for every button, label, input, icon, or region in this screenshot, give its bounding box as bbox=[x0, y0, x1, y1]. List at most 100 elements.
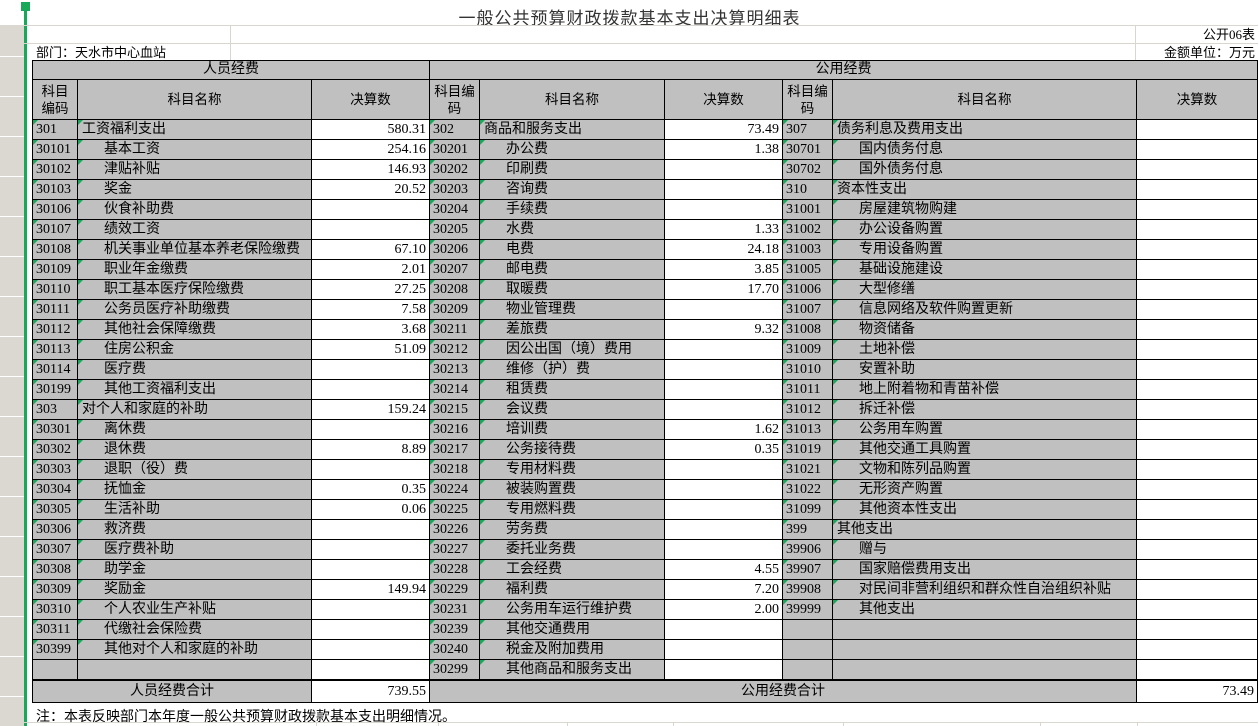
amount-cell[interactable]: 149.94 bbox=[312, 580, 430, 599]
subject-name-cell[interactable]: 维修（护）费 bbox=[480, 360, 665, 379]
subject-code-cell[interactable]: 30208 bbox=[430, 280, 480, 299]
subject-code-cell[interactable]: 30110 bbox=[33, 280, 78, 299]
subject-code-cell[interactable]: 31012 bbox=[783, 400, 833, 419]
amount-cell[interactable] bbox=[312, 540, 430, 559]
subject-name-cell[interactable]: 伙食补助费 bbox=[78, 200, 312, 219]
amount-cell[interactable] bbox=[1137, 180, 1257, 199]
amount-cell[interactable] bbox=[1137, 140, 1257, 159]
amount-cell[interactable] bbox=[312, 220, 430, 239]
subject-code-cell[interactable]: 31008 bbox=[783, 320, 833, 339]
subject-name-cell[interactable]: 专用燃料费 bbox=[480, 500, 665, 519]
amount-cell[interactable]: 146.93 bbox=[312, 160, 430, 179]
amount-cell[interactable] bbox=[1137, 540, 1257, 559]
subject-name-cell[interactable]: 奖励金 bbox=[78, 580, 312, 599]
subject-code-cell[interactable]: 30302 bbox=[33, 440, 78, 459]
subject-name-cell[interactable]: 其他社会保障缴费 bbox=[78, 320, 312, 339]
subject-code-cell[interactable]: 30114 bbox=[33, 360, 78, 379]
subject-code-cell[interactable]: 30231 bbox=[430, 600, 480, 619]
subject-name-cell[interactable]: 委托业务费 bbox=[480, 540, 665, 559]
amount-cell[interactable] bbox=[1137, 160, 1257, 179]
amount-cell[interactable] bbox=[665, 520, 783, 539]
subject-name-cell[interactable]: 工资福利支出 bbox=[78, 120, 312, 139]
amount-cell[interactable]: 27.25 bbox=[312, 280, 430, 299]
subject-code-cell[interactable]: 30108 bbox=[33, 240, 78, 259]
amount-cell[interactable] bbox=[1137, 120, 1257, 139]
subject-code-cell[interactable]: 31007 bbox=[783, 300, 833, 319]
subject-name-cell[interactable]: 文物和陈列品购置 bbox=[833, 460, 1137, 479]
subject-name-cell[interactable]: 基本工资 bbox=[78, 140, 312, 159]
subject-name-cell[interactable]: 公务用车运行维护费 bbox=[480, 600, 665, 619]
subject-name-cell[interactable]: 其他对个人和家庭的补助 bbox=[78, 640, 312, 659]
col-header-subject-code[interactable]: 科目编码 bbox=[430, 80, 480, 119]
subject-code-cell[interactable]: 31001 bbox=[783, 200, 833, 219]
amount-cell[interactable] bbox=[1137, 440, 1257, 459]
subject-name-cell[interactable]: 土地补偿 bbox=[833, 340, 1137, 359]
amount-cell[interactable] bbox=[665, 640, 783, 659]
subject-code-cell[interactable]: 30214 bbox=[430, 380, 480, 399]
col-header-amount[interactable]: 决算数 bbox=[665, 80, 783, 119]
subject-code-cell[interactable]: 30218 bbox=[430, 460, 480, 479]
subject-name-cell[interactable]: 公务接待费 bbox=[480, 440, 665, 459]
subject-name-cell[interactable]: 公务用车购置 bbox=[833, 420, 1137, 439]
subject-code-cell[interactable]: 30301 bbox=[33, 420, 78, 439]
subject-name-cell[interactable]: 资本性支出 bbox=[833, 180, 1137, 199]
subject-name-cell[interactable]: 印刷费 bbox=[480, 160, 665, 179]
subject-name-cell[interactable]: 信息网络及软件购置更新 bbox=[833, 300, 1137, 319]
subject-name-cell[interactable]: 福利费 bbox=[480, 580, 665, 599]
amount-cell[interactable] bbox=[1137, 580, 1257, 599]
subject-code-cell[interactable]: 302 bbox=[430, 120, 480, 139]
subject-code-cell[interactable] bbox=[783, 660, 833, 679]
subject-code-cell[interactable]: 30310 bbox=[33, 600, 78, 619]
subject-code-cell[interactable]: 30311 bbox=[33, 620, 78, 639]
subject-code-cell[interactable]: 30207 bbox=[430, 260, 480, 279]
subject-name-cell[interactable]: 个人农业生产补贴 bbox=[78, 600, 312, 619]
amount-cell[interactable]: 7.20 bbox=[665, 580, 783, 599]
amount-cell[interactable] bbox=[312, 200, 430, 219]
subject-code-cell[interactable]: 30101 bbox=[33, 140, 78, 159]
subject-name-cell[interactable]: 职业年金缴费 bbox=[78, 260, 312, 279]
subject-name-cell[interactable]: 商品和服务支出 bbox=[480, 120, 665, 139]
subject-name-cell[interactable]: 退休费 bbox=[78, 440, 312, 459]
amount-cell[interactable] bbox=[312, 380, 430, 399]
subject-code-cell[interactable]: 31013 bbox=[783, 420, 833, 439]
amount-cell[interactable] bbox=[665, 460, 783, 479]
subject-code-cell[interactable]: 30102 bbox=[33, 160, 78, 179]
amount-cell[interactable] bbox=[665, 380, 783, 399]
amount-cell[interactable] bbox=[665, 480, 783, 499]
subject-name-cell[interactable]: 房屋建筑物购建 bbox=[833, 200, 1137, 219]
amount-cell[interactable] bbox=[1137, 300, 1257, 319]
subject-name-cell[interactable]: 其他资本性支出 bbox=[833, 500, 1137, 519]
subject-code-cell[interactable]: 31003 bbox=[783, 240, 833, 259]
amount-cell[interactable] bbox=[665, 660, 783, 679]
subject-code-cell[interactable]: 30228 bbox=[430, 560, 480, 579]
subject-name-cell[interactable]: 机关事业单位基本养老保险缴费 bbox=[78, 240, 312, 259]
amount-cell[interactable] bbox=[665, 200, 783, 219]
subject-name-cell[interactable]: 邮电费 bbox=[480, 260, 665, 279]
col-header-amount[interactable]: 决算数 bbox=[312, 80, 430, 119]
subject-code-cell[interactable]: 31006 bbox=[783, 280, 833, 299]
subject-name-cell[interactable]: 咨询费 bbox=[480, 180, 665, 199]
subject-name-cell[interactable]: 国家赔偿费用支出 bbox=[833, 560, 1137, 579]
amount-cell[interactable]: 0.06 bbox=[312, 500, 430, 519]
amount-cell[interactable] bbox=[665, 360, 783, 379]
subject-name-cell[interactable]: 离休费 bbox=[78, 420, 312, 439]
amount-cell[interactable] bbox=[665, 300, 783, 319]
subject-name-cell[interactable]: 培训费 bbox=[480, 420, 665, 439]
subject-code-cell[interactable]: 31019 bbox=[783, 440, 833, 459]
amount-cell[interactable] bbox=[1137, 380, 1257, 399]
amount-cell[interactable] bbox=[1137, 360, 1257, 379]
subject-code-cell[interactable]: 30106 bbox=[33, 200, 78, 219]
subject-code-cell[interactable]: 30215 bbox=[430, 400, 480, 419]
public-total-value[interactable]: 73.49 bbox=[1137, 681, 1257, 702]
subject-code-cell[interactable]: 30209 bbox=[430, 300, 480, 319]
col-header-subject-name[interactable]: 科目名称 bbox=[78, 80, 312, 119]
amount-cell[interactable]: 254.16 bbox=[312, 140, 430, 159]
subject-code-cell[interactable]: 31021 bbox=[783, 460, 833, 479]
amount-cell[interactable] bbox=[1137, 480, 1257, 499]
subject-code-cell[interactable]: 30211 bbox=[430, 320, 480, 339]
amount-cell[interactable]: 159.24 bbox=[312, 400, 430, 419]
public-total-label[interactable]: 公用经费合计 bbox=[430, 681, 1137, 702]
subject-name-cell[interactable]: 电费 bbox=[480, 240, 665, 259]
subject-code-cell[interactable]: 30224 bbox=[430, 480, 480, 499]
subject-name-cell[interactable]: 其他支出 bbox=[833, 520, 1137, 539]
